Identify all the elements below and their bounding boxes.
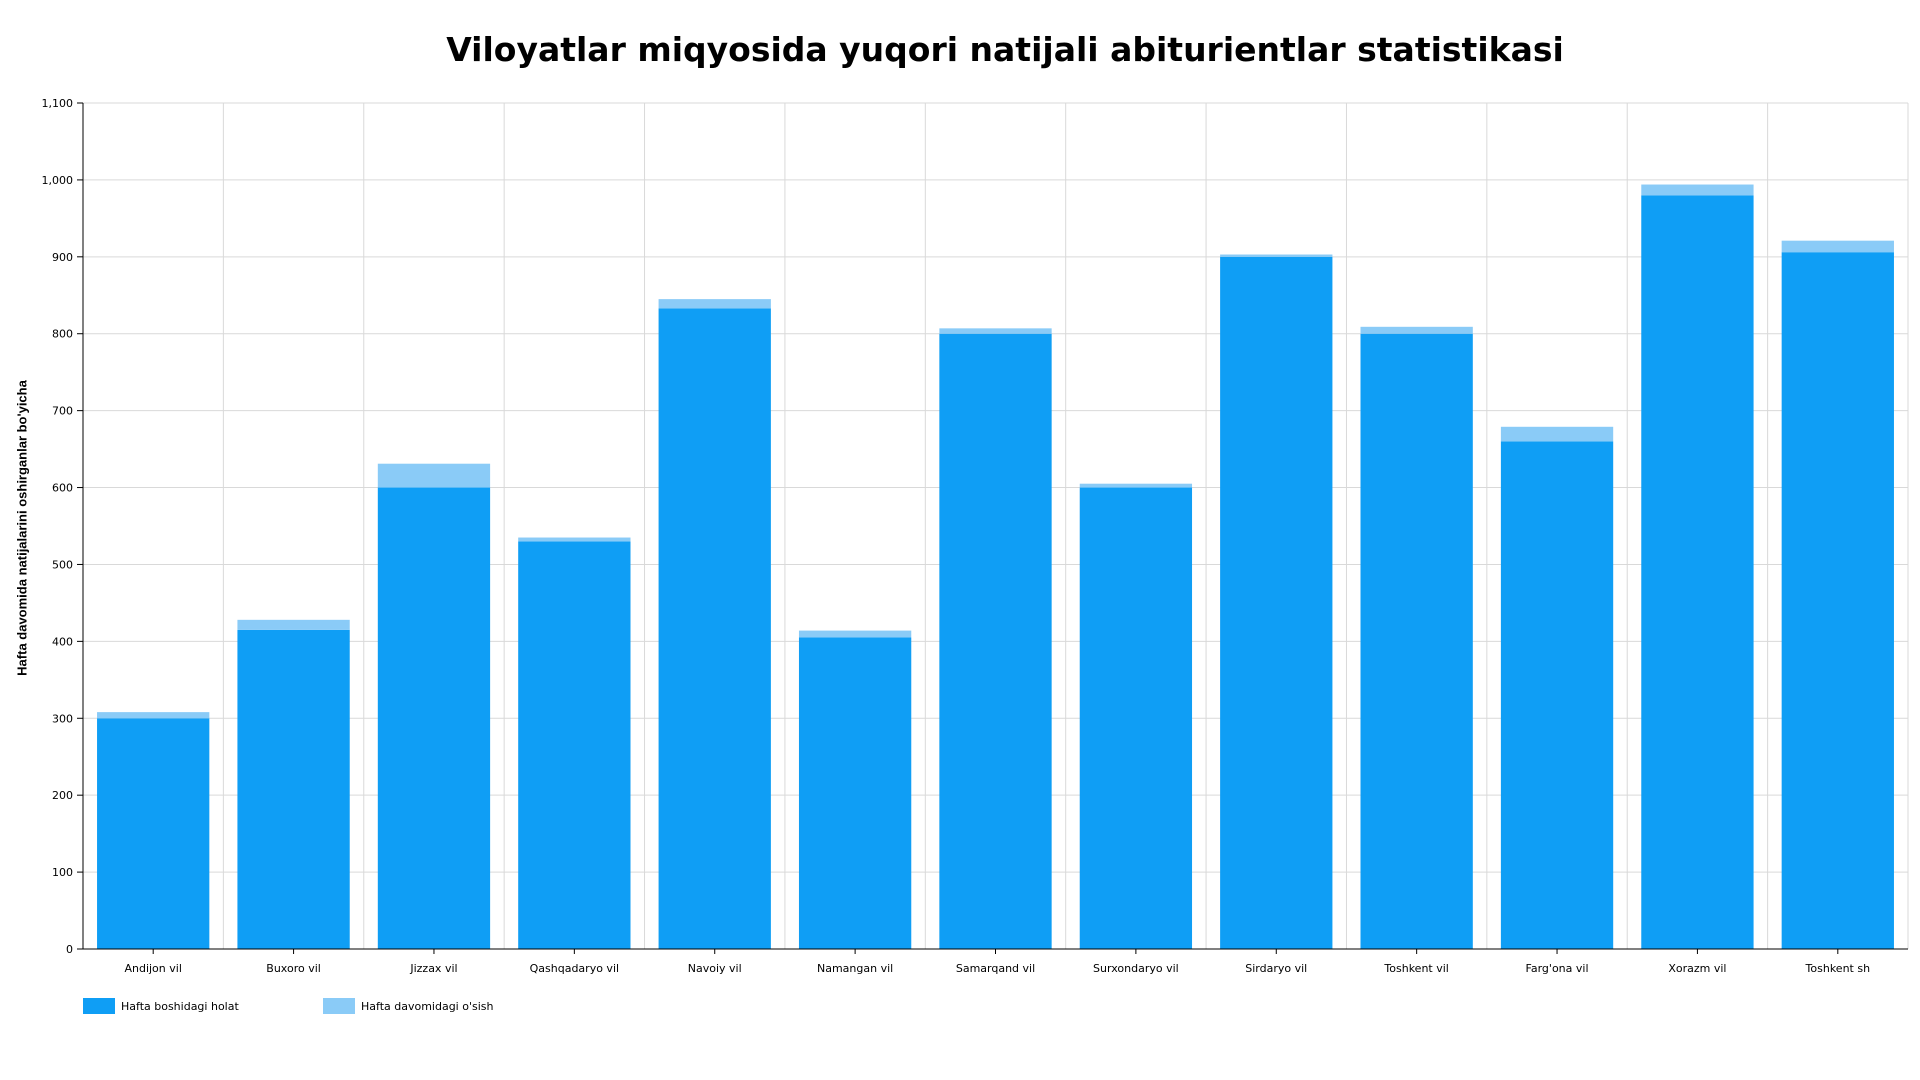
bar-base: [1781, 252, 1894, 950]
x-tick-label: Toshkent sh: [1805, 962, 1871, 975]
legend-item-base[interactable]: Hafta boshidagi holat: [83, 998, 239, 1014]
bar-growth: [1360, 326, 1473, 334]
bar-growth: [1641, 184, 1754, 196]
bar-base: [1500, 441, 1614, 949]
x-tick-label: Namangan vil: [817, 962, 893, 975]
x-tick-label: Buxoro vil: [266, 962, 321, 975]
y-tick-label: 0: [66, 943, 73, 956]
bar-growth: [658, 299, 771, 309]
bar-growth: [1079, 483, 1193, 488]
bar-base: [1079, 487, 1193, 949]
bar-growth: [939, 328, 1052, 334]
bar-base: [939, 333, 1052, 949]
y-tick-label: 700: [52, 405, 73, 418]
bar-base: [518, 541, 631, 949]
x-tick-label: Farg'ona vil: [1526, 962, 1589, 975]
legend-label-base: Hafta boshidagi holat: [121, 999, 239, 1013]
legend-item-growth[interactable]: Hafta davomidagi o'sish: [323, 998, 493, 1014]
bar-base: [658, 308, 771, 949]
bar-base: [237, 629, 350, 949]
y-tick-label: 800: [52, 328, 73, 341]
y-tick-label: 100: [52, 866, 73, 879]
bar-growth: [1781, 240, 1894, 253]
bar-base: [1360, 333, 1473, 949]
bar-growth: [377, 463, 491, 488]
bar-growth: [1220, 254, 1333, 257]
x-tick-label: Qashqadaryo vil: [530, 962, 619, 975]
x-tick-label: Toshkent vil: [1383, 962, 1448, 975]
bar-base: [1220, 256, 1333, 949]
bar-growth: [237, 619, 350, 630]
y-tick-label: 900: [52, 251, 73, 264]
x-tick-label: Andijon vil: [124, 962, 181, 975]
y-tick-label: 500: [52, 558, 73, 571]
x-tick-label: Xorazm vil: [1668, 962, 1726, 975]
bar-base: [1641, 195, 1754, 950]
x-tick-label: Sirdaryo vil: [1245, 962, 1307, 975]
bar-growth: [1500, 426, 1614, 442]
legend-swatch-growth: [323, 998, 355, 1014]
y-tick-label: 600: [52, 482, 73, 495]
legend-label-growth: Hafta davomidagi o'sish: [361, 999, 494, 1013]
bar-growth: [798, 630, 912, 638]
y-tick-label: 300: [52, 712, 73, 725]
chart-title: Viloyatlar miqyosida yuqori natijali abi…: [446, 30, 1564, 69]
y-tick-label: 400: [52, 635, 73, 648]
x-tick-label: Samarqand vil: [956, 962, 1035, 975]
y-tick-label: 200: [52, 789, 73, 802]
bar-base: [377, 487, 491, 949]
x-tick-label: Surxondaryo vil: [1093, 962, 1179, 975]
legend-swatch-base: [83, 998, 115, 1014]
bar-growth: [97, 712, 210, 719]
x-tick-label: Navoiy vil: [688, 962, 742, 975]
bar-base: [97, 718, 210, 949]
x-tick-label: Jizzax vil: [409, 962, 457, 975]
y-tick-label: 1,100: [42, 97, 74, 110]
y-tick-label: 1,000: [42, 174, 74, 187]
bar-growth: [518, 537, 631, 542]
bar-base: [798, 637, 912, 949]
